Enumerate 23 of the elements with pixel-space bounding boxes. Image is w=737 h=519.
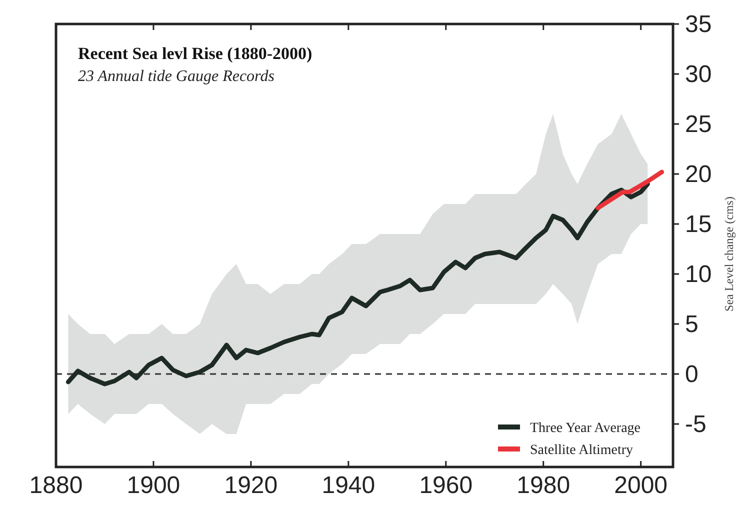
y-tick-label: 35: [685, 11, 712, 38]
y-tick-label: 5: [685, 311, 698, 338]
y-tick-label: 25: [685, 111, 712, 138]
y-tick-label: 10: [685, 261, 712, 288]
x-tick-label: 1920: [224, 472, 278, 499]
y-tick-label: 0: [685, 361, 698, 388]
text: Recent Sea levl Rise (1880-2000): [78, 44, 312, 63]
x-tick-label: 2000: [614, 472, 668, 499]
line-series: [66, 182, 650, 386]
y-axis-title: Sea Level change (cms): [722, 196, 736, 312]
legend-label: Three Year Average: [530, 421, 641, 436]
x-tick-label: 1940: [322, 472, 376, 499]
line-series: [596, 170, 664, 210]
y-tick-label: -5: [685, 411, 706, 438]
x-tick-label: 1880: [29, 472, 83, 499]
y-tick-label: 15: [685, 211, 712, 238]
x-tick-label: 1900: [126, 472, 180, 499]
y-tick-label: 20: [685, 161, 712, 188]
y-tick-label: 30: [685, 61, 712, 88]
legend-label: Satellite Altimetry: [530, 443, 634, 458]
x-tick-label: 1960: [419, 472, 473, 499]
x-tick-label: 1980: [516, 472, 570, 499]
text: 23 Annual tide Gauge Records: [78, 68, 274, 85]
